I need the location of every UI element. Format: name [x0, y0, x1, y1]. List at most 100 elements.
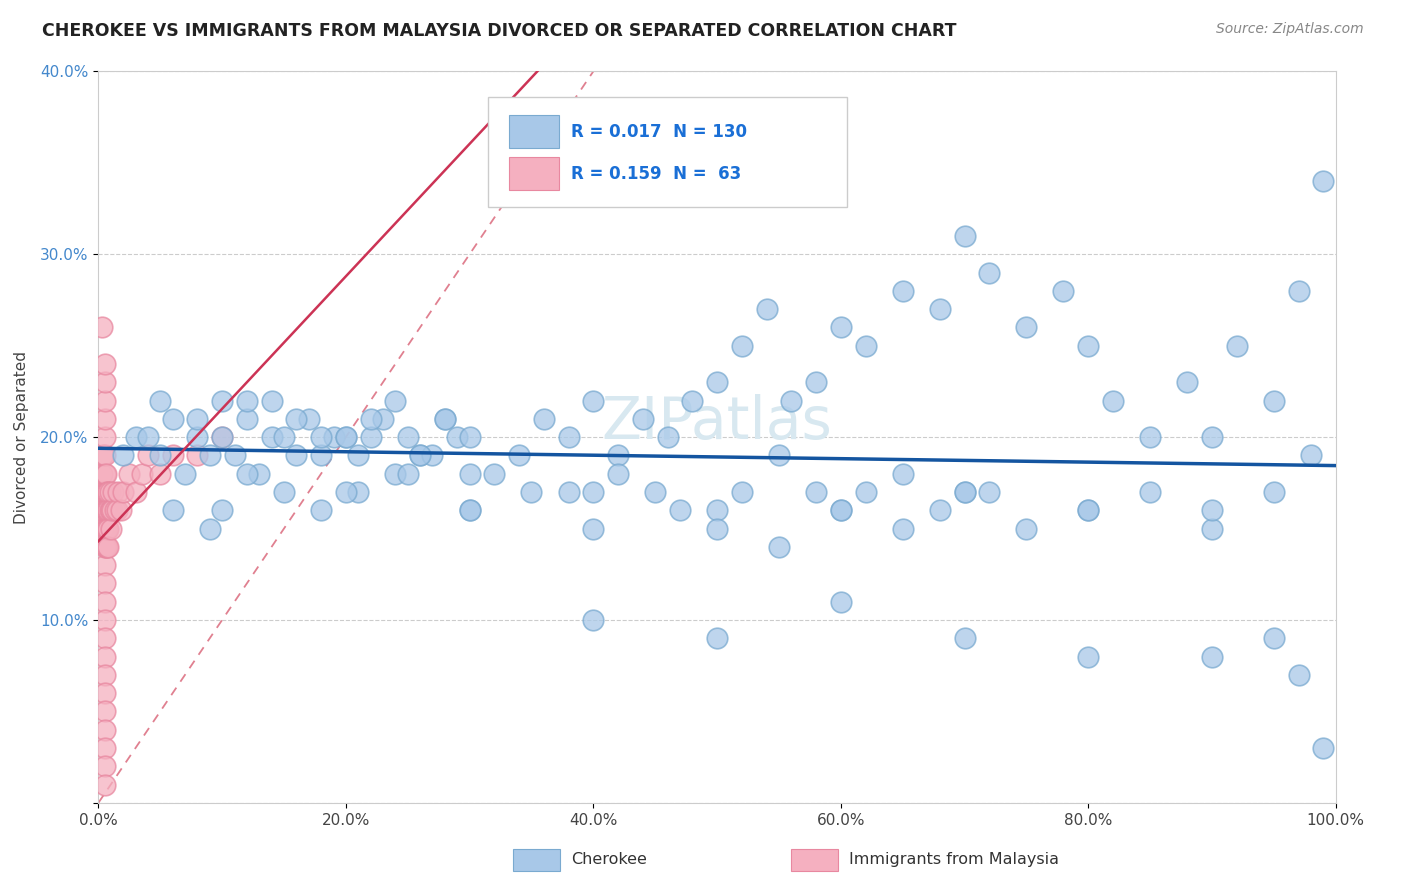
- Point: [582, 613, 605, 627]
- Point: [96, 503, 118, 517]
- Point: [93, 632, 115, 646]
- Point: [174, 467, 197, 481]
- Point: [520, 485, 543, 500]
- Text: Immigrants from Malaysia: Immigrants from Malaysia: [849, 853, 1060, 867]
- Point: [360, 430, 382, 444]
- Point: [433, 412, 456, 426]
- Point: [162, 412, 184, 426]
- Point: [105, 503, 128, 517]
- Point: [93, 485, 115, 500]
- Point: [91, 320, 114, 334]
- Point: [236, 393, 259, 408]
- Point: [107, 485, 129, 500]
- Point: [98, 485, 121, 500]
- Point: [657, 430, 679, 444]
- Point: [112, 485, 135, 500]
- Point: [830, 503, 852, 517]
- Text: ZIPatlas: ZIPatlas: [602, 394, 832, 451]
- Point: [97, 485, 120, 500]
- Point: [607, 448, 630, 462]
- Point: [928, 503, 950, 517]
- Point: [309, 448, 332, 462]
- Point: [211, 430, 233, 444]
- Point: [1077, 649, 1099, 664]
- Point: [162, 448, 184, 462]
- Point: [484, 467, 506, 481]
- Point: [211, 430, 233, 444]
- Point: [93, 503, 115, 517]
- Point: [804, 375, 827, 389]
- Point: [131, 467, 153, 481]
- Point: [458, 467, 481, 481]
- Point: [91, 503, 114, 517]
- Point: [93, 412, 115, 426]
- Point: [458, 430, 481, 444]
- Point: [458, 503, 481, 517]
- Point: [979, 485, 1001, 500]
- Point: [706, 503, 728, 517]
- Point: [1102, 393, 1125, 408]
- Point: [162, 503, 184, 517]
- Point: [93, 667, 115, 681]
- Point: [93, 613, 115, 627]
- Point: [1263, 632, 1285, 646]
- Point: [335, 485, 357, 500]
- Point: [557, 430, 579, 444]
- Point: [804, 485, 827, 500]
- Point: [96, 540, 118, 554]
- Point: [409, 448, 432, 462]
- Point: [396, 430, 419, 444]
- Point: [93, 558, 115, 573]
- Point: [260, 393, 283, 408]
- Point: [93, 357, 115, 371]
- Point: [384, 467, 406, 481]
- FancyBboxPatch shape: [792, 849, 838, 871]
- Point: [211, 393, 233, 408]
- Point: [855, 485, 877, 500]
- Point: [755, 301, 778, 317]
- Point: [136, 448, 159, 462]
- Point: [360, 412, 382, 426]
- Point: [186, 430, 208, 444]
- Text: CHEROKEE VS IMMIGRANTS FROM MALAYSIA DIVORCED OR SEPARATED CORRELATION CHART: CHEROKEE VS IMMIGRANTS FROM MALAYSIA DIV…: [42, 22, 956, 40]
- Point: [94, 521, 117, 535]
- Point: [508, 448, 530, 462]
- Point: [1263, 485, 1285, 500]
- Point: [1052, 284, 1074, 298]
- Point: [103, 503, 125, 517]
- Point: [93, 540, 115, 554]
- Point: [309, 503, 332, 517]
- Point: [830, 503, 852, 517]
- Point: [186, 412, 208, 426]
- Point: [98, 503, 121, 517]
- Point: [110, 503, 132, 517]
- Point: [446, 430, 468, 444]
- Point: [1288, 284, 1310, 298]
- Point: [112, 448, 135, 462]
- Text: Cherokee: Cherokee: [571, 853, 647, 867]
- Point: [669, 503, 692, 517]
- Point: [1077, 503, 1099, 517]
- Point: [582, 521, 605, 535]
- Point: [94, 485, 117, 500]
- Point: [97, 521, 120, 535]
- Point: [1201, 521, 1223, 535]
- Point: [953, 485, 976, 500]
- Text: Source: ZipAtlas.com: Source: ZipAtlas.com: [1216, 22, 1364, 37]
- Point: [631, 412, 654, 426]
- Point: [830, 320, 852, 334]
- Point: [124, 430, 146, 444]
- Point: [979, 266, 1001, 280]
- Point: [260, 430, 283, 444]
- Point: [533, 412, 555, 426]
- Point: [458, 503, 481, 517]
- Point: [93, 686, 115, 700]
- Point: [93, 594, 115, 608]
- Point: [93, 521, 115, 535]
- Point: [149, 448, 172, 462]
- Point: [433, 412, 456, 426]
- Point: [93, 430, 115, 444]
- Point: [97, 503, 120, 517]
- Point: [1299, 448, 1322, 462]
- Point: [93, 485, 115, 500]
